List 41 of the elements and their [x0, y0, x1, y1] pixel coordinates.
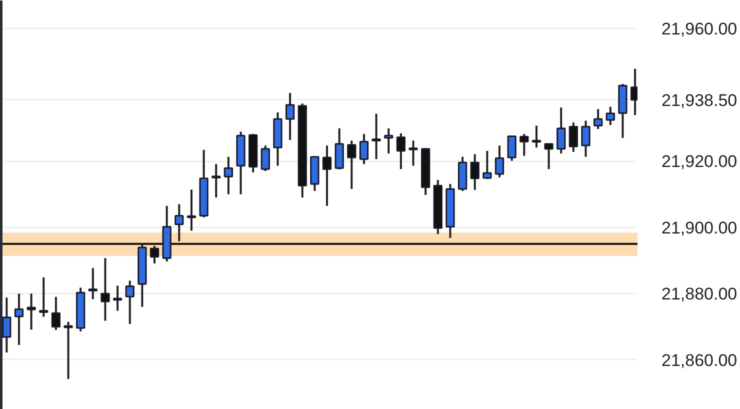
candlestick — [125, 280, 134, 326]
candlestick — [482, 150, 492, 180]
candlestick — [64, 320, 73, 380]
candlestick — [494, 144, 504, 178]
candlestick — [100, 257, 110, 322]
candlestick — [396, 132, 406, 170]
candlestick — [174, 203, 184, 242]
candlestick — [520, 132, 529, 157]
candlestick — [39, 276, 48, 318]
candlestick — [408, 140, 418, 167]
candlestick — [347, 140, 356, 190]
candlestick — [568, 121, 578, 153]
candlestick — [212, 163, 221, 199]
candlestick — [470, 153, 480, 191]
y-tick-label: 21,900.00 — [662, 218, 738, 238]
candlestick — [507, 134, 516, 162]
candlestick — [532, 124, 542, 149]
candlestick — [556, 106, 566, 154]
candlestick — [51, 296, 61, 332]
candlestick — [260, 144, 270, 172]
candlestick — [14, 292, 24, 346]
candlestick — [359, 132, 369, 166]
candlestick — [2, 296, 12, 354]
candlestick — [594, 108, 603, 130]
candlestick — [322, 144, 332, 207]
candlestick — [186, 188, 196, 232]
y-tick-label: 21,880.00 — [662, 284, 738, 304]
candlestick — [372, 112, 381, 160]
y-tick-label: 21,920.00 — [662, 152, 738, 172]
candlestick — [581, 120, 590, 158]
y-tick-label: 21,960.00 — [662, 20, 738, 39]
candlestick — [285, 92, 295, 141]
y-tick-label: 21,938.50 — [662, 90, 738, 110]
candlestick — [112, 284, 122, 312]
candlestick — [224, 156, 234, 196]
candlestick — [26, 292, 36, 331]
candlestick — [384, 127, 394, 154]
candlestick — [544, 142, 554, 170]
candlestick — [606, 106, 615, 126]
y-tick-label: 21,860.00 — [662, 350, 738, 370]
candlestick — [88, 267, 98, 300]
